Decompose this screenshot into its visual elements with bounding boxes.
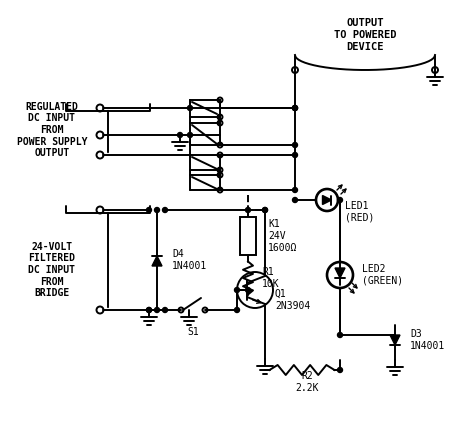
Circle shape — [337, 198, 343, 203]
Text: D4
1N4001: D4 1N4001 — [172, 249, 207, 271]
Circle shape — [263, 207, 267, 212]
Circle shape — [163, 207, 167, 212]
Text: REGULATED
DC INPUT
FROM
POWER SUPPLY
OUTPUT: REGULATED DC INPUT FROM POWER SUPPLY OUT… — [17, 102, 87, 158]
Circle shape — [263, 207, 267, 212]
Circle shape — [146, 207, 152, 212]
Circle shape — [292, 106, 298, 111]
Polygon shape — [152, 256, 162, 266]
Text: D3
1N4001: D3 1N4001 — [410, 329, 445, 351]
Circle shape — [235, 287, 239, 293]
Text: 24-VOLT
FILTERED
DC INPUT
FROM
BRIDGE: 24-VOLT FILTERED DC INPUT FROM BRIDGE — [28, 242, 75, 298]
Circle shape — [155, 307, 159, 312]
Text: LED1
(RED): LED1 (RED) — [345, 201, 374, 223]
Circle shape — [292, 153, 298, 157]
Circle shape — [188, 106, 192, 111]
Text: R1
10K: R1 10K — [262, 267, 280, 289]
Circle shape — [246, 207, 250, 212]
Polygon shape — [390, 335, 400, 345]
Circle shape — [146, 307, 152, 312]
Circle shape — [292, 106, 298, 111]
Circle shape — [163, 307, 167, 312]
Circle shape — [155, 207, 159, 212]
Circle shape — [188, 132, 192, 137]
Circle shape — [292, 187, 298, 192]
Circle shape — [177, 132, 182, 137]
Polygon shape — [335, 268, 345, 278]
Circle shape — [292, 142, 298, 148]
Circle shape — [146, 307, 152, 312]
Circle shape — [292, 198, 298, 203]
Text: Q1
2N3904: Q1 2N3904 — [275, 289, 310, 311]
Circle shape — [246, 287, 250, 293]
Circle shape — [292, 106, 298, 111]
Bar — [240, 217, 256, 255]
Circle shape — [337, 368, 343, 373]
Circle shape — [235, 307, 239, 312]
Circle shape — [337, 332, 343, 338]
Text: R2
2.2K: R2 2.2K — [295, 371, 319, 393]
Text: OUTPUT
TO POWERED
DEVICE: OUTPUT TO POWERED DEVICE — [334, 18, 396, 52]
Text: LED2
(GREEN): LED2 (GREEN) — [362, 264, 403, 286]
Text: K1
24V
1600Ω: K1 24V 1600Ω — [268, 219, 297, 253]
Text: S1: S1 — [187, 327, 199, 337]
Polygon shape — [322, 195, 331, 204]
